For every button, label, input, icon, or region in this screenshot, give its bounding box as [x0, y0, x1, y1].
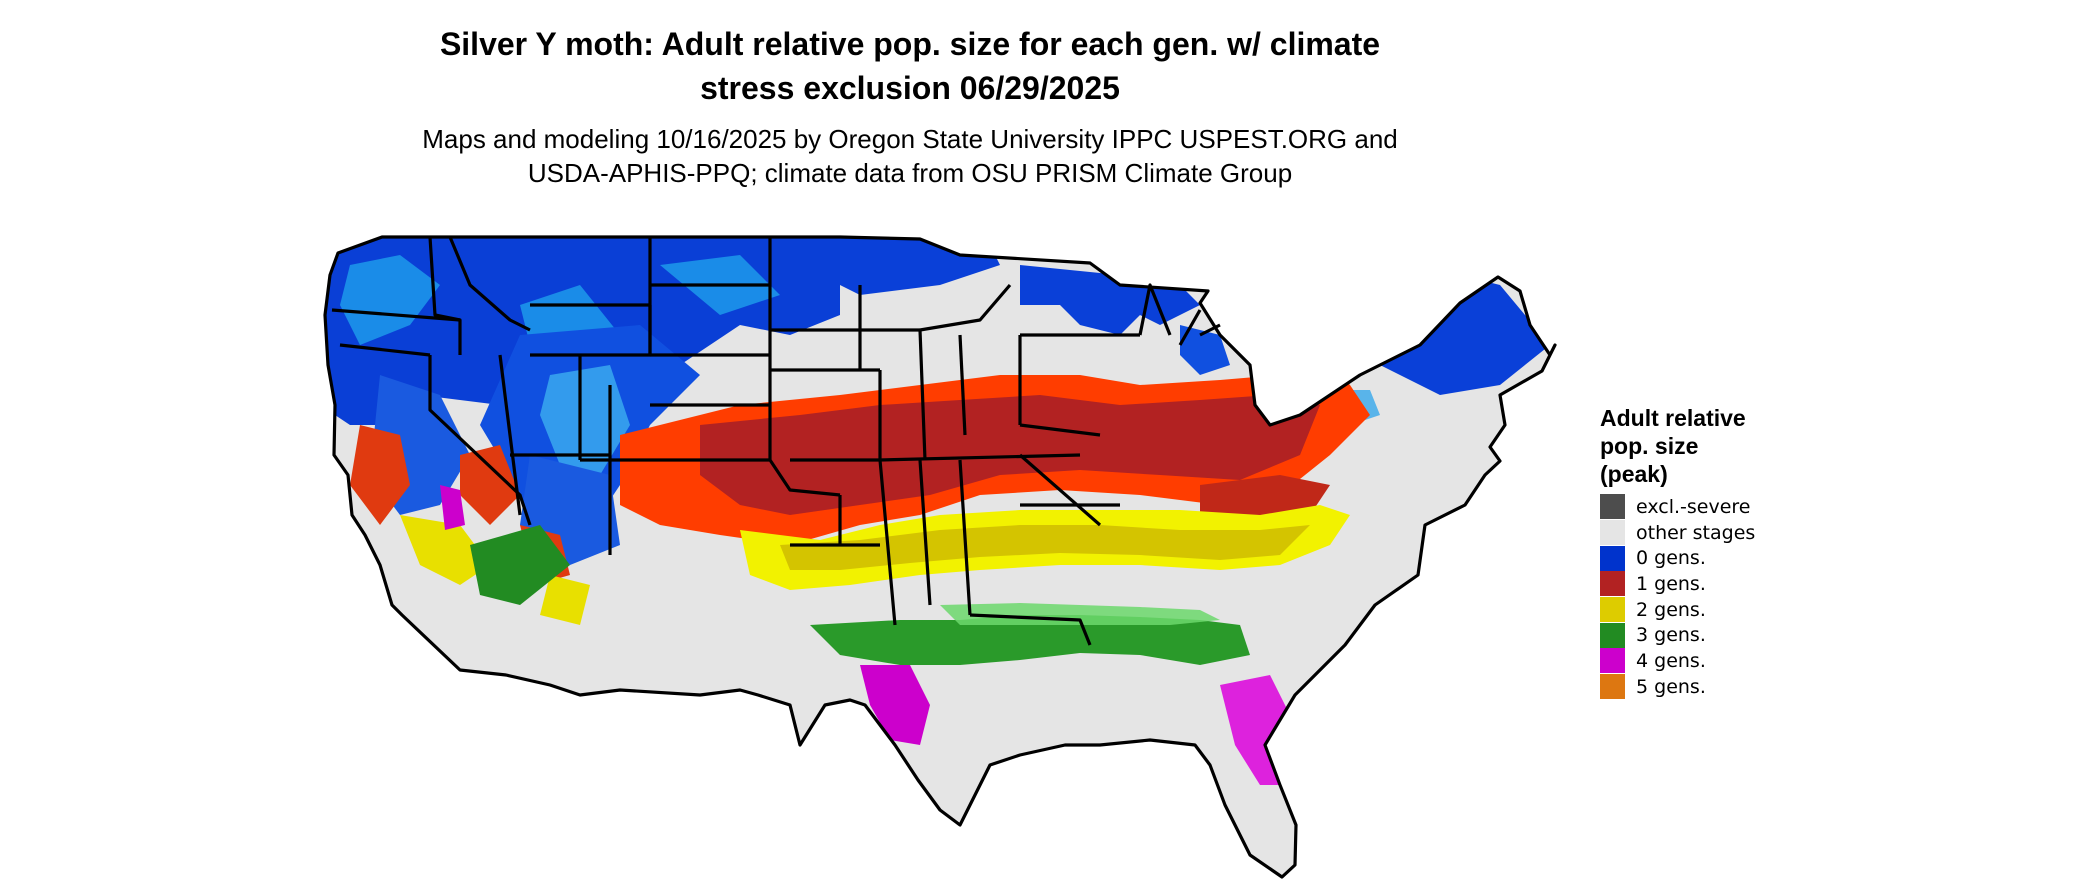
- region-0-gens-west-light: [340, 255, 780, 375]
- border-ne-ks: [650, 353, 770, 407]
- legend-item-5-gens: 5 gens.: [1600, 674, 1860, 700]
- border-id: [428, 236, 462, 355]
- legend-swatch: [1600, 571, 1625, 597]
- map-title-line-2: stress exclusion 06/29/2025: [700, 70, 1120, 106]
- legend-label: 0 gens.: [1636, 547, 1706, 570]
- legend-title-line-1: Adult relative: [1600, 405, 1746, 431]
- region-2-gens-west: [400, 515, 590, 625]
- border-nv-ut: [498, 354, 522, 516]
- region-3-gens-west: [470, 525, 570, 605]
- region-0-gens-sw-mountains: [370, 375, 620, 565]
- region-0-gens-michigan: [1180, 325, 1230, 375]
- legend-label: 5 gens.: [1636, 675, 1706, 698]
- border-ar-la: [790, 495, 880, 547]
- legend-swatch: [1600, 597, 1625, 623]
- legend-swatch: [1600, 520, 1625, 546]
- legend-title: Adult relative pop. size (peak): [1600, 404, 1860, 488]
- legend-items: excl.-severe other stages 0 gens. 1 gens…: [1600, 494, 1860, 700]
- region-1-gens-sw-spots: [350, 425, 570, 585]
- border-dakotas: [648, 237, 770, 355]
- region-1-gens-dark: [700, 395, 1320, 515]
- us-map: [320, 225, 1590, 890]
- border-va-wv: [1019, 423, 1101, 437]
- border-wi-il: [858, 285, 920, 370]
- legend-label: 3 gens.: [1636, 624, 1706, 647]
- map-subtitle-line-1: Maps and modeling 10/16/2025 by Oregon S…: [422, 124, 1398, 154]
- us-map-canvas: [323, 235, 1557, 879]
- border-or-ca: [339, 343, 431, 357]
- border-in-oh: [958, 334, 967, 436]
- region-3-gens-light: [940, 603, 1220, 625]
- legend-item-excl-severe: excl.-severe: [1600, 494, 1860, 520]
- region-2-gens-dark: [780, 525, 1310, 570]
- border-ok-tx: [690, 405, 841, 497]
- legend-label: excl.-severe: [1636, 495, 1751, 518]
- legend-item-1-gens: 1 gens.: [1600, 571, 1860, 597]
- border-ky-tn: [879, 453, 1081, 462]
- border-wa-or: [331, 308, 461, 322]
- map-title-line-1: Silver Y moth: Adult relative pop. size …: [439, 26, 1381, 62]
- legend-label: 2 gens.: [1636, 598, 1706, 621]
- map-subtitle: Maps and modeling 10/16/2025 by Oregon S…: [0, 122, 1820, 190]
- border-tn-nc: [1018, 453, 1102, 527]
- region-3-gens: [810, 615, 1250, 665]
- region-4-gens-texas: [860, 665, 930, 745]
- legend-item-0-gens: 0 gens.: [1600, 545, 1860, 571]
- border-ms-al: [878, 459, 972, 626]
- border-mn-ia: [768, 237, 860, 405]
- state-borders: [323, 235, 1557, 879]
- border-mi: [919, 283, 1012, 332]
- legend-label: 1 gens.: [1636, 572, 1706, 595]
- legend-item-other-stages: other stages: [1600, 520, 1860, 546]
- map-subtitle-line-2: USDA-APHIS-PPQ; climate data from OSU PR…: [527, 158, 1293, 188]
- legend-title-line-3: (peak): [1600, 461, 1668, 487]
- map-title: Silver Y moth: Adult relative pop. size …: [0, 22, 1820, 110]
- legend-label: other stages: [1636, 521, 1756, 544]
- legend-item-2-gens: 2 gens.: [1600, 597, 1860, 623]
- border-il-in: [918, 329, 927, 461]
- legend-swatch: [1600, 648, 1625, 674]
- border-new-england: [1138, 283, 1221, 346]
- border-ga-fl: [969, 613, 1092, 646]
- legend-swatch: [1600, 622, 1625, 648]
- legend-item-4-gens: 4 gens.: [1600, 648, 1860, 674]
- border-id-mt: [448, 236, 531, 332]
- border-ca-nv: [428, 355, 532, 526]
- legend-swatch: [1600, 494, 1625, 520]
- legend-title-line-2: pop. size: [1600, 433, 1699, 459]
- legend-item-3-gens: 3 gens.: [1600, 622, 1860, 648]
- legend-swatch: [1600, 674, 1625, 700]
- region-4-gens-sw: [440, 485, 465, 530]
- legend-swatch: [1600, 545, 1625, 571]
- legend-label: 4 gens.: [1636, 649, 1706, 672]
- legend: Adult relative pop. size (peak) excl.-se…: [1600, 404, 1860, 700]
- us-outline: [323, 235, 1557, 879]
- region-0-gens-rockies-light: [540, 365, 630, 475]
